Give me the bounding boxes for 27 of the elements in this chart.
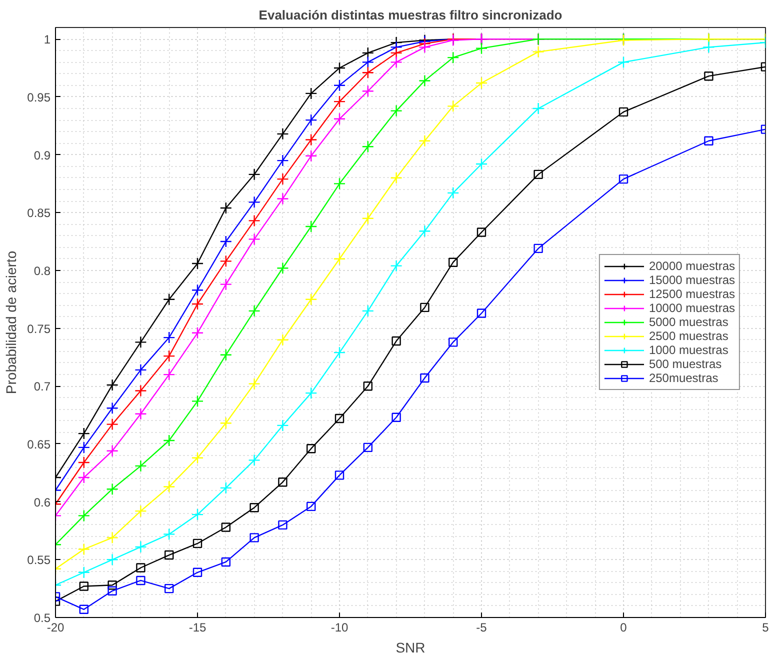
y-tick-label: 0.7 (34, 380, 51, 394)
y-tick-label: 0.8 (34, 264, 51, 278)
y-tick-label: 0.85 (27, 206, 51, 220)
legend-label: 15000 muestras (648, 273, 735, 287)
legend-label: 500 muestras (648, 357, 722, 371)
x-tick-label: 0 (620, 620, 628, 634)
chart-title: Evaluación distintas muestras filtro sincronizado (258, 8, 562, 22)
x-tick-label: -15 (188, 620, 206, 634)
y-tick-label: 0.75 (27, 322, 51, 336)
x-axis-title: SNR (396, 640, 426, 656)
y-tick-label: 0.95 (27, 90, 51, 104)
x-tick-label: -5 (476, 620, 488, 634)
x-tick-label: -10 (330, 620, 348, 634)
y-tick-label: 0.65 (27, 437, 51, 452)
legend-label: 2500 muestras (648, 329, 728, 343)
y-tick-label: 0.6 (34, 495, 51, 510)
legend-label: 12500 muestras (648, 287, 735, 301)
legend-label: 5000 muestras (648, 315, 728, 329)
legend-label: 1000 muestras (648, 343, 728, 357)
legend-label: 250muestras (648, 371, 718, 385)
legend-label: 20000 muestras (648, 259, 735, 273)
legend-label: 10000 muestras (648, 301, 735, 315)
y-axis-title: Probabilidad de acierto (3, 250, 20, 394)
y-tick-label: 1 (44, 32, 51, 47)
x-tick-label: 5 (762, 620, 770, 634)
y-tick-label: 0.9 (34, 148, 51, 162)
y-tick-label: 0.55 (27, 553, 51, 568)
